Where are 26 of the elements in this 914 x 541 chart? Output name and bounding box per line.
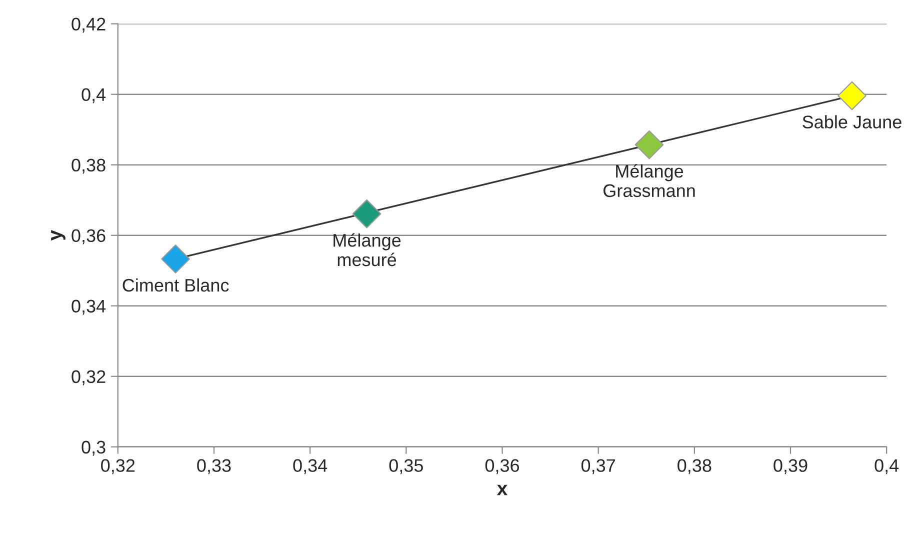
x-tick-label: 0,33 <box>197 459 231 474</box>
x-tick-label: 0,4 <box>874 459 899 474</box>
x-axis-title: x <box>496 484 508 496</box>
point <box>838 81 866 110</box>
annotation: Sable Jaune <box>802 115 902 128</box>
x-tick-label: 0,38 <box>678 459 712 474</box>
x-tick-label: 0,34 <box>293 459 328 474</box>
x-tick-label: 0,37 <box>581 459 615 474</box>
point <box>634 130 664 160</box>
x-tick-label: 0,39 <box>774 459 808 474</box>
y-tick-label: 0,3 <box>82 440 106 456</box>
y-tick-label: 0,32 <box>72 370 106 386</box>
y-tick-label: 0,34 <box>72 300 106 315</box>
y-tick-label: 0,38 <box>72 158 106 174</box>
y-tick-label: 0,42 <box>72 18 106 33</box>
annotation: Mélange Grassmann <box>604 164 695 198</box>
point <box>352 199 382 228</box>
x-tick-label: 0,35 <box>389 459 423 474</box>
annotation: Ciment Blanc <box>122 278 229 292</box>
x-tick-label: 0,36 <box>485 459 520 474</box>
y-tick-label: 0,36 <box>72 229 106 244</box>
y-axis-title: y <box>51 230 66 241</box>
annotation: Mélange mesuré <box>334 233 401 266</box>
y-tick-label: 0,4 <box>82 88 106 104</box>
x-tick-label: 0,32 <box>101 459 135 474</box>
point <box>161 244 190 274</box>
